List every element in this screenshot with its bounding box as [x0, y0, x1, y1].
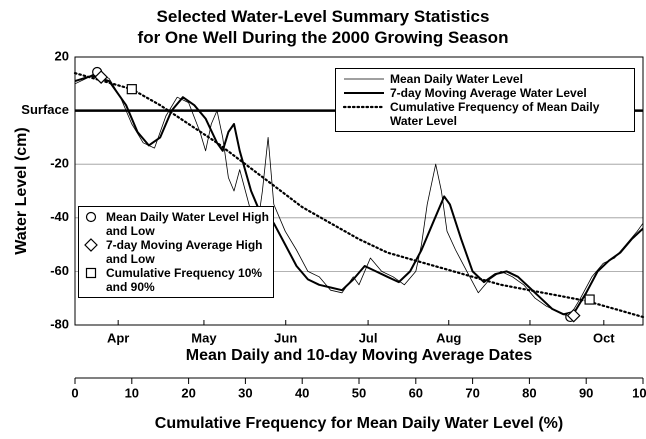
marker-legend: Mean Daily Water Level High and Low 7-day…	[78, 206, 274, 298]
marker-square	[85, 267, 97, 279]
legend-swatch	[344, 92, 384, 94]
x-tick-label: 40	[295, 385, 309, 400]
legend-swatch	[84, 238, 98, 252]
legend-swatch	[344, 78, 384, 80]
legend-label: Cumulative Frequency 10% and 90%	[106, 266, 263, 294]
series-line	[73, 72, 645, 319]
x-tick-label: 100	[632, 385, 646, 400]
legend-entry: Mean Daily Water Level High and Low	[82, 210, 270, 238]
y-tick-label: -40	[50, 209, 69, 224]
date-tick-label: Sep	[518, 330, 542, 345]
x-tick-label: 80	[522, 385, 536, 400]
marker-square	[584, 294, 595, 305]
x-tick-label: 70	[465, 385, 479, 400]
legend-swatch	[342, 105, 386, 109]
y-tick-label: -80	[50, 316, 69, 331]
date-tick-label: Aug	[436, 330, 461, 345]
series-line	[74, 74, 644, 316]
y-tick-label: -60	[50, 263, 69, 278]
date-tick-label: Jul	[359, 330, 378, 345]
y-axis-label: Water Level (cm)	[13, 127, 30, 254]
marker-diamond	[94, 70, 108, 84]
y-tick-label: 20	[55, 48, 69, 63]
legend-label: Cumulative Frequency of Mean Daily Water…	[390, 100, 600, 128]
x-tick-label: 90	[579, 385, 593, 400]
x-tick-label: 30	[238, 385, 252, 400]
legend-swatch	[85, 267, 97, 279]
x-tick-label: 50	[352, 385, 366, 400]
y-tick-label: Surface	[21, 102, 69, 117]
legend-label: 7-day Moving Average Water Level	[390, 86, 587, 100]
legend-entry: 7-day Moving Average High and Low	[82, 238, 270, 266]
plot-frame	[74, 56, 644, 326]
line-legend: Mean Daily Water Level 7-day Moving Avera…	[335, 68, 635, 132]
date-tick-label: Oct	[593, 330, 615, 345]
chart-title: Selected Water-Level Summary Statistics …	[137, 7, 509, 47]
legend-swatch	[85, 211, 97, 223]
legend-entry: Cumulative Frequency 10% and 90%	[82, 266, 270, 294]
marker-square	[126, 84, 137, 95]
legend-entry: 7-day Moving Average Water Level	[340, 86, 630, 100]
date-tick-label: Apr	[107, 330, 129, 345]
date-tick-label: Jun	[274, 330, 297, 345]
x-tick-label: 60	[409, 385, 423, 400]
marker-diamond	[84, 238, 98, 252]
x-axis-label: Cumulative Frequency for Mean Daily Wate…	[155, 415, 563, 432]
y-tick-label: -20	[50, 156, 69, 171]
marker-circle	[85, 211, 97, 223]
legend-entry: Cumulative Frequency of Mean Daily Water…	[340, 100, 630, 128]
legend-label: 7-day Moving Average High and Low	[106, 238, 263, 266]
x-tick-label: 10	[125, 385, 139, 400]
x-tick-label: 0	[71, 385, 78, 400]
marker-diamond	[566, 308, 581, 323]
legend-entry: Mean Daily Water Level	[340, 72, 630, 86]
x-tick-label: 20	[181, 385, 195, 400]
date-tick-label: May	[191, 330, 217, 345]
legend-label: Mean Daily Water Level	[390, 72, 523, 86]
legend-label: Mean Daily Water Level High and Low	[106, 210, 269, 238]
series-line	[74, 72, 644, 318]
date-axis-label: Mean Daily and 10-day Moving Average Dat…	[186, 347, 533, 364]
